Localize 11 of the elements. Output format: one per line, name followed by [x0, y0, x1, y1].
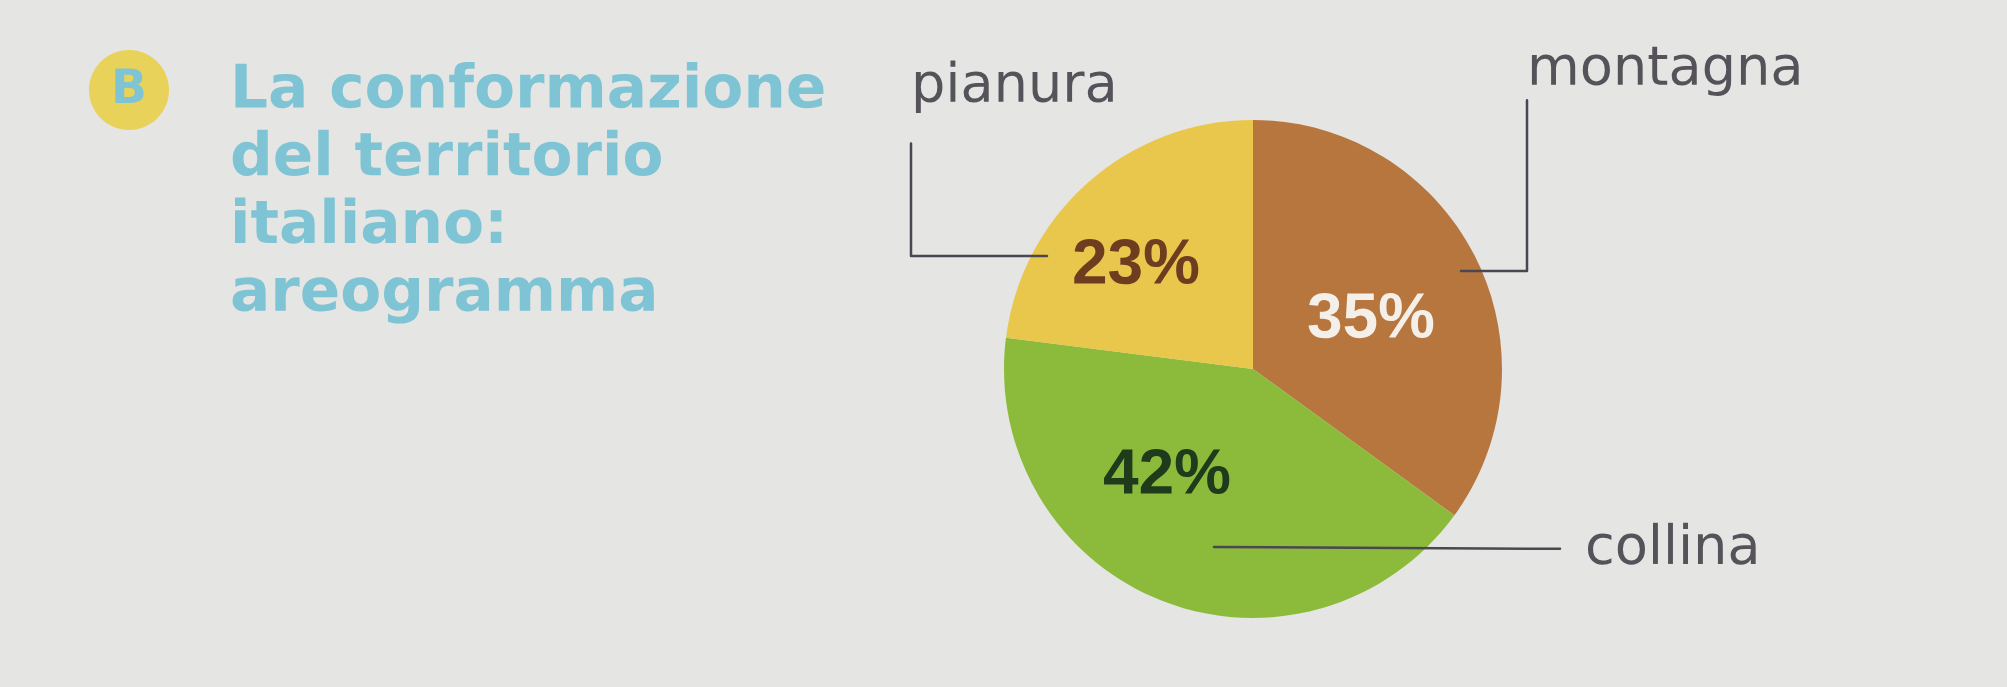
- slice-label: montagna: [1531, 46, 1799, 96]
- pie-slice: [1005, 120, 1253, 369]
- data-label: 35%: [1308, 292, 1434, 339]
- slice-label: collina: [1587, 522, 1756, 565]
- pie-slice: [1253, 120, 1502, 516]
- text: La conformazione del territorio italiano: areogramma: [232, 62, 824, 324]
- slice-label: pianura: [915, 60, 1113, 113]
- data-label: 42%: [1104, 448, 1230, 495]
- text: B: [115, 68, 144, 104]
- pie-slice: [1004, 337, 1455, 618]
- data-label: 23%: [1074, 238, 1199, 285]
